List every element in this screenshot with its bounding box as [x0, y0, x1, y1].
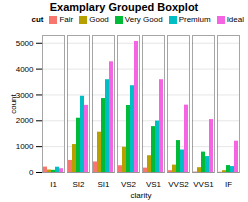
svg-text:2000: 2000 — [16, 116, 34, 125]
svg-text:VS1: VS1 — [146, 180, 162, 189]
svg-text:0: 0 — [29, 168, 34, 177]
html-text:cut: cut — [31, 15, 44, 24]
html-text:Ideal: Ideal — [226, 15, 244, 24]
svg-text:1000: 1000 — [16, 142, 34, 151]
svg-text:4000: 4000 — [16, 65, 34, 74]
html-text:Very Good: Very Good — [124, 15, 163, 24]
svg-text:3000: 3000 — [16, 91, 34, 100]
svg-text:count: count — [9, 93, 18, 113]
svg-text:IF: IF — [225, 180, 232, 189]
html-text:Premium: Premium — [178, 15, 211, 24]
svg-text:VVS2: VVS2 — [168, 180, 189, 189]
svg-text:5000: 5000 — [16, 39, 34, 48]
svg-text:VS2: VS2 — [121, 180, 137, 189]
svg-text:clarity: clarity — [131, 191, 152, 200]
html-text:Fair: Fair — [59, 15, 74, 24]
svg-text:SI1: SI1 — [97, 180, 110, 189]
html-text:Good: Good — [89, 15, 109, 24]
svg-text:VVS1: VVS1 — [193, 180, 214, 189]
svg-text:SI2: SI2 — [72, 180, 85, 189]
svg-text:I1: I1 — [50, 180, 57, 189]
html-text:Examplary Grouped Boxplot: Examplary Grouped Boxplot — [49, 1, 199, 13]
